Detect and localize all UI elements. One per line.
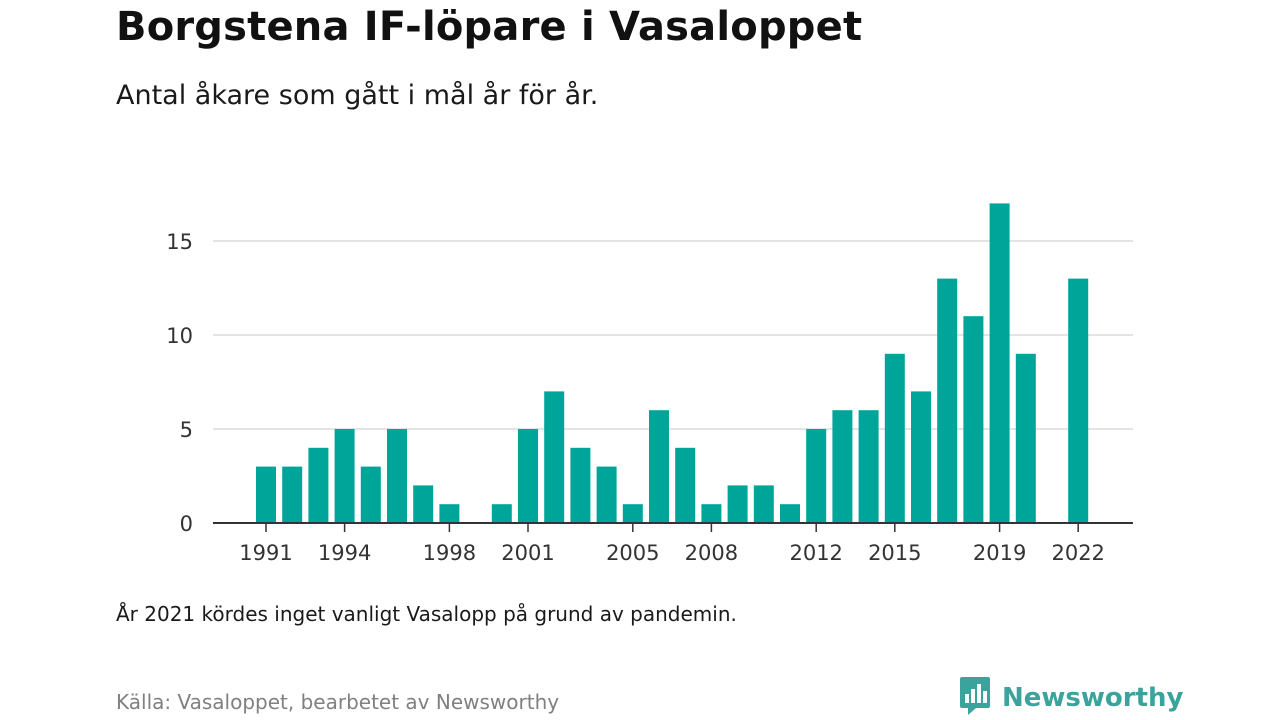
newsworthy-logo: Newsworthy [958,676,1183,720]
bar-1996 [387,429,407,523]
x-tick-label: 2015 [868,541,921,565]
bar-1992 [282,466,303,523]
bar-2015 [884,353,905,523]
bar-2003 [570,447,591,523]
bar-2002 [544,391,565,523]
bar-1995 [360,466,381,523]
bar-1993 [308,447,329,523]
bar-2018 [963,316,984,523]
bar-2017 [937,278,958,523]
x-tick-label: 1991 [239,541,292,565]
bar-2000 [491,504,512,523]
bar-1991 [256,466,276,523]
x-tick-label: 2005 [606,541,659,565]
x-axis-ticks: 1991 1994 1998 2001 2005 2008 2012 2015 2019 2022 [239,523,1105,565]
x-tick-label: 2001 [501,541,554,565]
bar-2012 [806,429,827,523]
y-tick-label: 0 [180,512,193,536]
bar-2016 [911,391,931,523]
x-tick-label: 1994 [318,541,371,565]
x-tick-label: 2022 [1051,541,1104,565]
bar-2014 [858,410,879,523]
bar-2022 [1068,278,1089,523]
chart-subtitle: Antal åkare som gått i mål år för år. [116,80,599,111]
y-tick-label: 10 [166,324,193,348]
bar-2011 [780,504,800,523]
source-text: Källa: Vasaloppet, bearbetet av Newswort… [116,690,560,714]
bar-2009 [727,485,748,523]
bar-2004 [596,466,617,523]
chart-note: År 2021 kördes inget vanligt Vasalopp på… [116,602,737,626]
bar-2013 [832,410,853,523]
bar-2006 [649,410,669,523]
chart-title: Borgstena IF-löpare i Vasaloppet [116,4,863,50]
x-tick-label: 2008 [685,541,738,565]
y-axis-ticks: 0 5 10 15 [166,230,193,536]
y-tick-label: 15 [166,230,193,254]
bar-2010 [753,485,774,523]
bar-2020 [1015,353,1036,523]
bar-2005 [622,504,643,523]
brand-name: Newsworthy [1002,683,1184,713]
bar-2019 [989,203,1010,523]
bar-1998 [439,504,460,523]
x-tick-label: 1998 [423,541,476,565]
newsworthy-logo-icon [958,676,992,720]
bar-1994 [334,429,355,523]
x-tick-label: 2012 [789,541,842,565]
bar-2007 [675,447,696,523]
bars [256,203,1089,523]
bar-2008 [701,504,722,523]
bar-1997 [413,485,434,523]
x-tick-label: 2019 [973,541,1026,565]
y-tick-label: 5 [180,418,193,442]
bar-2001 [518,429,538,523]
